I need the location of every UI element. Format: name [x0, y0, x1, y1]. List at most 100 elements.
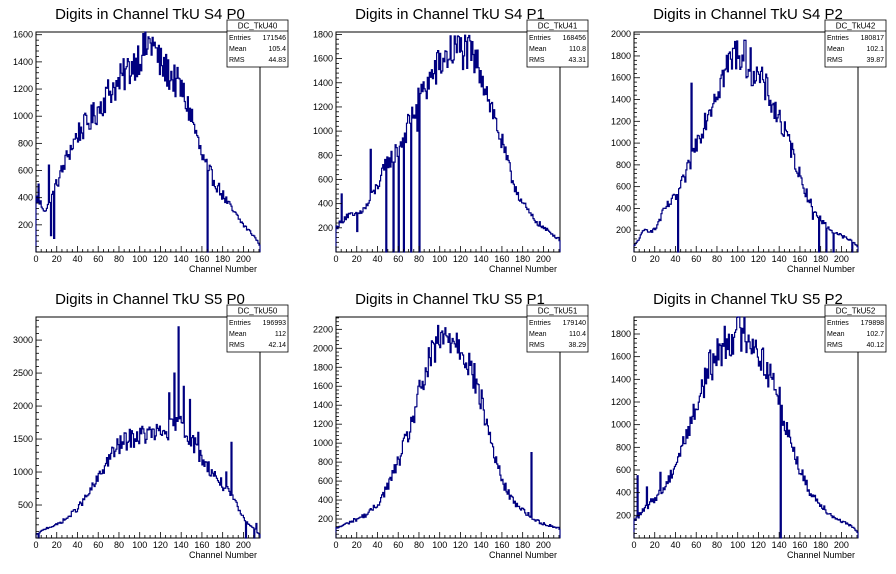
x-tick-label: 0 [33, 254, 38, 264]
stats-label: RMS [229, 57, 245, 64]
y-tick-label: 1000 [313, 438, 333, 448]
x-tick-label: 160 [194, 254, 209, 264]
stats-label: Entries [827, 320, 849, 327]
plot-frame [335, 31, 561, 253]
x-tick-label: 140 [474, 540, 489, 550]
y-tick-label: 800 [616, 442, 631, 452]
y-tick-label: 1400 [13, 57, 33, 67]
x-tick-label: 180 [813, 254, 828, 264]
x-tick-label: 120 [453, 254, 468, 264]
stats-box: DC_TkU42 Entries 180817 Mean 102.1 RMS 39.87 [824, 19, 887, 68]
stats-box: DC_TkU50 Entries 196993 Mean 112 RMS 42.14 [226, 304, 289, 353]
stats-mean: 112 [275, 331, 286, 338]
x-tick-label: 100 [432, 254, 447, 264]
x-tick-label: 200 [236, 540, 251, 550]
x-tick-label: 120 [153, 254, 168, 264]
plot-frame [335, 316, 561, 539]
x-tick-label: 40 [372, 540, 382, 550]
x-tick-label: 0 [333, 254, 338, 264]
y-tick-label: 1400 [611, 374, 631, 384]
stats-label: Entries [229, 320, 251, 327]
x-tick-label: 80 [414, 254, 424, 264]
y-tick-label: 400 [18, 193, 33, 203]
stats-entries: 180817 [861, 35, 884, 42]
x-tick-label: 180 [813, 540, 828, 550]
y-tick-label: 1600 [13, 30, 33, 40]
x-tick-label: 120 [751, 254, 766, 264]
stats-mean: 110.8 [569, 46, 586, 53]
y-tick-label: 800 [616, 160, 631, 170]
stats-label: Entries [529, 320, 551, 327]
stats-box-frame [824, 304, 887, 353]
y-tick-label: 800 [318, 150, 333, 160]
stats-label: RMS [529, 57, 545, 64]
stats-box: DC_TkU40 Entries 171546 Mean 105.4 RMS 44.83 [226, 19, 289, 68]
x-axis-label: Channel Number [489, 264, 557, 274]
y-tick-label: 600 [616, 465, 631, 475]
plot-frame [35, 31, 261, 253]
x-tick-label: 20 [650, 254, 660, 264]
histogram-series [633, 316, 859, 539]
y-tick-label: 1500 [13, 434, 33, 444]
histogram-series [335, 34, 561, 253]
x-tick-label: 60 [691, 540, 701, 550]
y-tick-label: 200 [616, 225, 631, 235]
stats-rms: 44.83 [268, 57, 286, 64]
x-tick-label: 180 [515, 540, 530, 550]
stats-mean: 110.4 [569, 331, 586, 338]
x-tick-label: 180 [515, 254, 530, 264]
y-tick-label: 400 [616, 203, 631, 213]
x-tick-label: 160 [792, 254, 807, 264]
y-tick-label: 1400 [611, 95, 631, 105]
x-tick-label: 20 [52, 254, 62, 264]
chart-title: Digits in Channel TkU S5 P0 [55, 291, 245, 308]
stats-label: Mean [529, 331, 547, 338]
x-tick-label: 160 [792, 540, 807, 550]
x-tick-label: 140 [772, 540, 787, 550]
stats-name: DC_TkU51 [538, 307, 578, 316]
x-tick-label: 40 [670, 540, 680, 550]
stats-label: Mean [529, 46, 547, 53]
x-axis-label: Channel Number [787, 264, 855, 274]
stats-label: Entries [529, 35, 551, 42]
y-tick-label: 400 [616, 488, 631, 498]
y-tick-label: 400 [318, 199, 333, 209]
y-tick-label: 1000 [13, 467, 33, 477]
y-tick-label: 200 [318, 223, 333, 233]
plot-frame [633, 31, 859, 253]
stats-label: Mean [827, 331, 845, 338]
x-tick-label: 100 [730, 254, 745, 264]
x-axis-label: Channel Number [787, 550, 855, 560]
stats-mean: 102.1 [866, 46, 884, 53]
x-tick-label: 200 [834, 540, 849, 550]
x-tick-label: 180 [215, 254, 230, 264]
stats-rms: 43.31 [568, 57, 586, 64]
x-tick-label: 180 [215, 540, 230, 550]
chart-panel-4: Digits in Channel TkU S5 P1 0 20 40 60 80 100 1… [313, 291, 589, 560]
stats-box: DC_TkU51 Entries 179140 Mean 110.4 RMS 38.29 [526, 304, 589, 353]
histogram-series [633, 39, 859, 253]
y-tick-label: 1000 [611, 138, 631, 148]
x-axis-label: Channel Number [189, 264, 257, 274]
stats-name: DC_TkU50 [238, 307, 278, 316]
chart-panel-3: Digits in Channel TkU S5 P0 0 20 40 60 80 100 1… [13, 291, 289, 560]
stats-rms: 42.14 [268, 342, 286, 349]
y-tick-label: 400 [318, 495, 333, 505]
chart-title: Digits in Channel TkU S5 P2 [653, 291, 843, 308]
x-tick-label: 0 [33, 540, 38, 550]
stats-label: RMS [229, 342, 245, 349]
y-tick-label: 1600 [313, 54, 333, 64]
stats-label: Mean [827, 46, 845, 53]
stats-name: DC_TkU41 [538, 22, 578, 31]
stats-entries: 168456 [563, 35, 586, 42]
x-tick-label: 80 [114, 540, 124, 550]
y-tick-label: 1800 [611, 329, 631, 339]
stats-rms: 39.87 [866, 57, 884, 64]
stats-name: DC_TkU42 [836, 22, 876, 31]
x-axis-label: Channel Number [189, 550, 257, 560]
x-tick-label: 0 [631, 254, 636, 264]
x-tick-label: 100 [132, 540, 147, 550]
stats-entries: 196993 [263, 320, 286, 327]
stats-label: Entries [827, 35, 849, 42]
